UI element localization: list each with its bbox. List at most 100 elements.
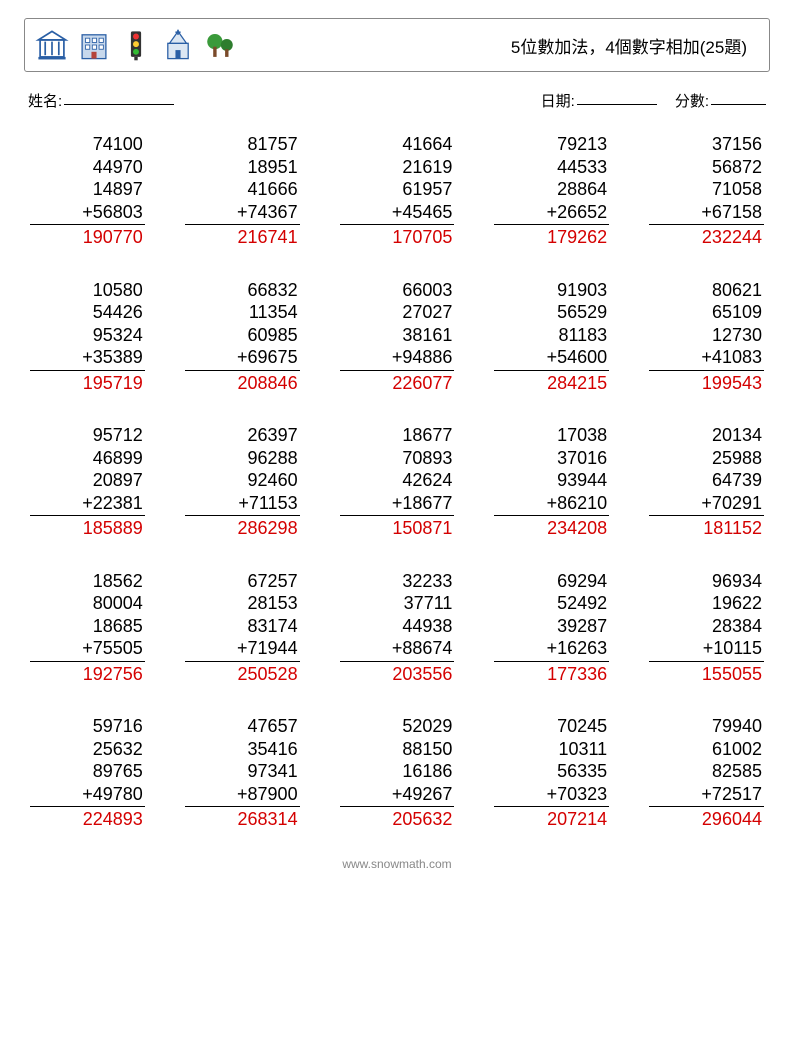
addend-last: +22381	[30, 492, 145, 517]
date-label: 日期:	[541, 90, 575, 111]
addend: 18951	[185, 156, 300, 179]
addend: 17038	[494, 424, 609, 447]
answer: 216741	[185, 225, 300, 249]
problem: 817571895141666+74367216741	[185, 133, 300, 251]
answer: 177336	[494, 662, 609, 686]
addend-last: +67158	[649, 201, 764, 226]
addend: 61002	[649, 738, 764, 761]
addend: 64739	[649, 469, 764, 492]
addend-last: +74367	[185, 201, 300, 226]
answer: 203556	[340, 662, 455, 686]
addend: 66832	[185, 279, 300, 302]
addend-last: +49780	[30, 783, 145, 808]
addend: 18562	[30, 570, 145, 593]
addend: 41666	[185, 178, 300, 201]
church-icon	[161, 28, 195, 62]
footer: www.snowmath.com	[24, 857, 770, 871]
addend: 28864	[494, 178, 609, 201]
addend-last: +26652	[494, 201, 609, 226]
problem: 520298815016186+49267205632	[340, 715, 455, 833]
traffic-light-icon	[119, 28, 153, 62]
addend: 28153	[185, 592, 300, 615]
answer: 195719	[30, 371, 145, 395]
addend: 32233	[340, 570, 455, 593]
addend: 18677	[340, 424, 455, 447]
addend: 66003	[340, 279, 455, 302]
addend: 44938	[340, 615, 455, 638]
answer: 296044	[649, 807, 764, 831]
name-label: 姓名:	[28, 90, 62, 111]
addend: 52492	[494, 592, 609, 615]
building-icon	[35, 28, 69, 62]
addend: 80621	[649, 279, 764, 302]
addend: 20897	[30, 469, 145, 492]
addend: 79213	[494, 133, 609, 156]
addend: 12730	[649, 324, 764, 347]
problem: 702451031156335+70323207214	[494, 715, 609, 833]
answer: 234208	[494, 516, 609, 540]
addend: 41664	[340, 133, 455, 156]
addend: 89765	[30, 760, 145, 783]
addend-last: +16263	[494, 637, 609, 662]
addend: 14897	[30, 178, 145, 201]
addend: 25632	[30, 738, 145, 761]
score-label: 分數:	[675, 90, 709, 111]
addend: 47657	[185, 715, 300, 738]
addend: 96288	[185, 447, 300, 470]
addend: 80004	[30, 592, 145, 615]
addend: 60985	[185, 324, 300, 347]
score-blank[interactable]	[711, 90, 766, 105]
addend: 74100	[30, 133, 145, 156]
problem: 741004497014897+56803190770	[30, 133, 145, 251]
addend: 69294	[494, 570, 609, 593]
answer: 199543	[649, 371, 764, 395]
addend-last: +70291	[649, 492, 764, 517]
answer: 150871	[340, 516, 455, 540]
addend: 26397	[185, 424, 300, 447]
problem: 322333771144938+88674203556	[340, 570, 455, 688]
problem: 660032702738161+94886226077	[340, 279, 455, 397]
addend-last: +49267	[340, 783, 455, 808]
icon-strip	[35, 28, 237, 62]
addend-last: +35389	[30, 346, 145, 371]
name-blank[interactable]	[64, 90, 174, 105]
addend: 56529	[494, 301, 609, 324]
addend-last: +94886	[340, 346, 455, 371]
answer: 284215	[494, 371, 609, 395]
addend: 79940	[649, 715, 764, 738]
addend: 42624	[340, 469, 455, 492]
answer: 181152	[649, 516, 764, 540]
answer: 226077	[340, 371, 455, 395]
addend-last: +88674	[340, 637, 455, 662]
addend: 10311	[494, 738, 609, 761]
addend: 93944	[494, 469, 609, 492]
problem: 799406100282585+72517296044	[649, 715, 764, 833]
addend: 37156	[649, 133, 764, 156]
addend: 95324	[30, 324, 145, 347]
addend: 20134	[649, 424, 764, 447]
addend: 38161	[340, 324, 455, 347]
addend: 16186	[340, 760, 455, 783]
problem: 672572815383174+71944250528	[185, 570, 300, 688]
addend: 25988	[649, 447, 764, 470]
addend: 92460	[185, 469, 300, 492]
addend-last: +86210	[494, 492, 609, 517]
answer: 224893	[30, 807, 145, 831]
addend-last: +71944	[185, 637, 300, 662]
problem: 957124689920897+22381185889	[30, 424, 145, 542]
addend-last: +54600	[494, 346, 609, 371]
addend: 97341	[185, 760, 300, 783]
addend: 88150	[340, 738, 455, 761]
addend-last: +10115	[649, 637, 764, 662]
addend-last: +45465	[340, 201, 455, 226]
addend-last: +71153	[185, 492, 300, 517]
addend: 70245	[494, 715, 609, 738]
addend-last: +56803	[30, 201, 145, 226]
date-blank[interactable]	[577, 90, 657, 105]
addend: 95712	[30, 424, 145, 447]
problem: 668321135460985+69675208846	[185, 279, 300, 397]
worksheet-title: 5位數加法，4個數字相加(25題)	[237, 33, 759, 58]
addend: 37711	[340, 592, 455, 615]
answer: 207214	[494, 807, 609, 831]
trees-icon	[203, 28, 237, 62]
